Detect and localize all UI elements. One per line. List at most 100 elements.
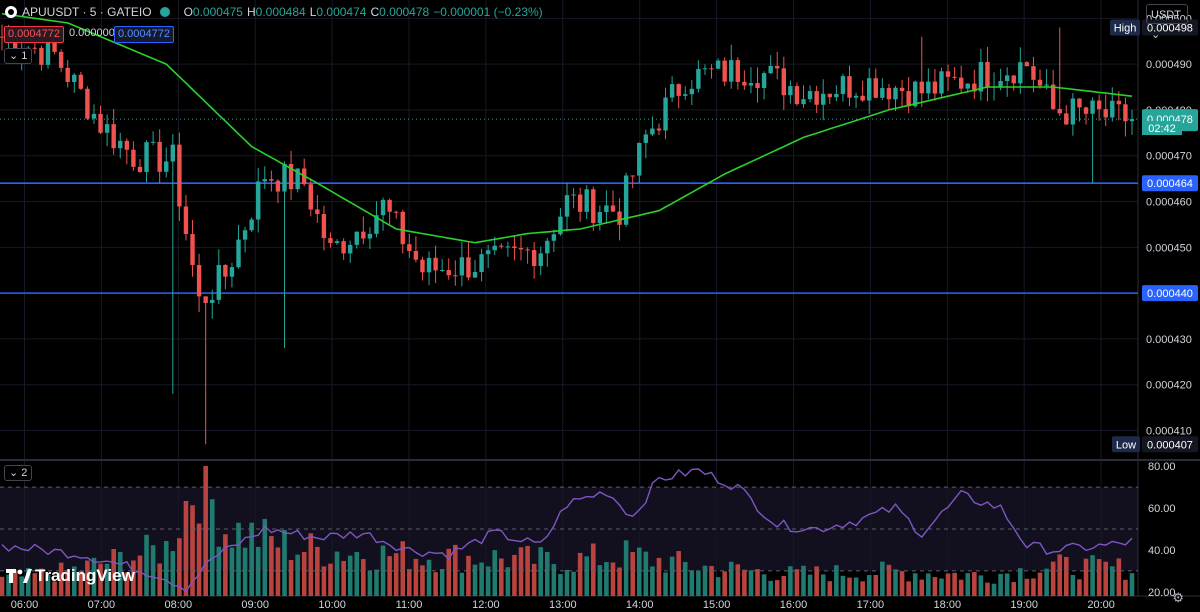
time-tick-label: 17:00	[857, 599, 885, 611]
volume-bar	[144, 534, 149, 596]
countdown-bg	[1142, 121, 1182, 136]
candle-body	[696, 68, 701, 89]
volume-bar	[571, 571, 576, 596]
volume-bar	[1109, 566, 1115, 596]
volume-bar	[275, 547, 281, 596]
candle-body	[873, 78, 878, 98]
candle-body	[45, 39, 51, 65]
time-tick-label: 14:00	[626, 599, 654, 611]
market-status-icon	[159, 7, 170, 17]
candle-body	[571, 194, 576, 196]
volume-bar	[1057, 554, 1063, 596]
candle-body	[623, 175, 629, 225]
volume-bar	[1011, 582, 1017, 596]
high-tag-bg	[1110, 19, 1140, 36]
low-tag-label: Low	[1116, 439, 1136, 451]
candle-body	[413, 250, 419, 260]
volume-bar	[636, 547, 642, 596]
candle-body	[591, 189, 596, 224]
candle-body	[354, 231, 359, 245]
candle-body	[1103, 109, 1108, 118]
volume-bar	[499, 558, 504, 596]
tradingview-logo[interactable]: TradingView	[6, 566, 135, 586]
volume-bar	[847, 577, 852, 596]
time-tick-label: 13:00	[549, 599, 577, 611]
volume-bar	[669, 556, 675, 596]
volume-bar	[1064, 556, 1069, 596]
volume-bar	[269, 536, 274, 596]
volume-bar	[623, 540, 629, 596]
volume-bar	[157, 563, 162, 596]
volume-bar	[19, 576, 25, 596]
candle-body	[1070, 98, 1076, 125]
candle-body	[400, 211, 405, 245]
volume-bar	[472, 564, 478, 596]
volume-bar	[794, 569, 800, 596]
volume-bar	[801, 565, 806, 596]
volume-bar	[1083, 558, 1089, 596]
candle-body	[978, 62, 984, 92]
volume-bar	[873, 574, 879, 596]
volume-bar	[958, 579, 964, 596]
volume-bar	[676, 551, 681, 596]
candle-body	[755, 83, 760, 89]
volume-bar	[190, 505, 195, 596]
candle-body	[249, 219, 254, 231]
candle-body	[1129, 119, 1135, 122]
volume-bar	[906, 581, 911, 596]
bid-price-box[interactable]: 0.0004772	[4, 26, 64, 43]
candle-body	[459, 257, 465, 276]
candle-body	[1037, 79, 1043, 86]
volume-bar	[1037, 572, 1043, 596]
volume-bar	[715, 577, 721, 596]
volume-bar	[860, 581, 865, 596]
rsi-line	[1, 468, 1133, 593]
volume-bar	[866, 575, 872, 596]
candle-body	[702, 68, 708, 70]
pane1-collapse-toggle[interactable]: ⌄ 1	[4, 48, 33, 64]
candle-body	[840, 76, 846, 95]
candle-body	[952, 76, 957, 78]
candle-body	[794, 86, 800, 105]
volume-bar	[1031, 578, 1036, 596]
candle-body	[157, 141, 162, 172]
pane2-collapse-toggle[interactable]: ⌄ 2	[4, 465, 33, 481]
volume-bar	[696, 570, 701, 596]
volume-bar	[1004, 573, 1010, 596]
volume-bar	[446, 548, 452, 596]
volume-bar	[433, 572, 438, 596]
candle-body	[242, 230, 248, 240]
candle-body	[1004, 75, 1010, 82]
candle-body	[893, 87, 898, 100]
volume-bar	[597, 565, 603, 596]
volume-bar	[722, 571, 727, 596]
volume-bar	[1090, 555, 1095, 596]
volume-bar	[689, 570, 695, 596]
volume-bar	[840, 575, 846, 596]
volume-bar	[288, 560, 294, 596]
candle-body	[32, 47, 38, 49]
volume-bar	[728, 561, 734, 596]
candle-body	[604, 205, 609, 213]
candle-body	[453, 275, 458, 277]
volume-bar	[98, 563, 103, 596]
chevron-down-icon: ⌄	[9, 467, 19, 479]
price-tick-label: 0.000450	[1146, 242, 1192, 254]
volume-bar	[334, 551, 340, 596]
candle-body	[0, 36, 5, 38]
high-tag-label: High	[1114, 22, 1137, 34]
candle-body	[630, 175, 635, 177]
symbol-title[interactable]: APUUSDT · 5 · GATEIO	[22, 5, 152, 19]
ask-price-box[interactable]: 0.0004772	[114, 26, 174, 43]
volume-bar	[682, 561, 688, 596]
currency-select[interactable]: USDT ⌄	[1146, 4, 1188, 41]
settings-gear-icon[interactable]: ⚙	[1172, 590, 1184, 605]
volume-bar	[919, 579, 925, 596]
candle-body	[288, 163, 294, 190]
time-tick-label: 07:00	[88, 599, 116, 611]
high-label: H	[246, 5, 256, 19]
candle-body	[821, 93, 826, 105]
brand-text: TradingView	[35, 566, 135, 585]
candle-body	[689, 88, 695, 95]
